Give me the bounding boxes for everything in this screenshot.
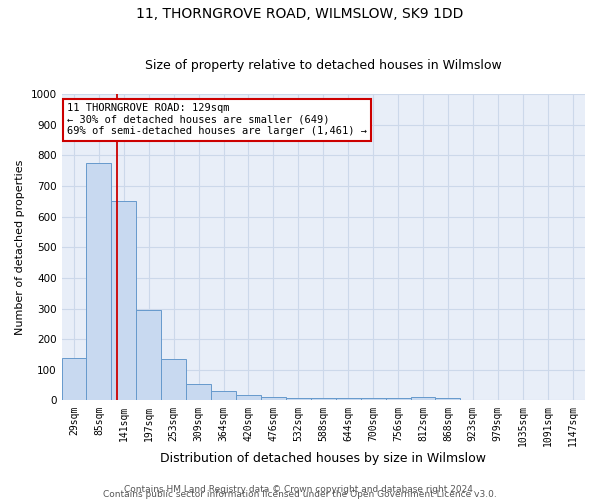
Title: Size of property relative to detached houses in Wilmslow: Size of property relative to detached ho… [145,59,502,72]
Bar [236,395,261,400]
Bar [86,163,112,400]
Bar [161,359,186,401]
X-axis label: Distribution of detached houses by size in Wilmslow: Distribution of detached houses by size … [160,452,486,465]
Text: Contains public sector information licensed under the Open Government Licence v3: Contains public sector information licen… [103,490,497,499]
Text: Contains HM Land Registry data © Crown copyright and database right 2024.: Contains HM Land Registry data © Crown c… [124,484,476,494]
Bar [386,398,410,400]
Text: 11, THORNGROVE ROAD, WILMSLOW, SK9 1DD: 11, THORNGROVE ROAD, WILMSLOW, SK9 1DD [136,8,464,22]
Bar [336,398,361,400]
Bar [211,392,236,400]
Bar [261,397,286,400]
Bar [62,358,86,401]
Bar [410,398,436,400]
Bar [311,398,336,400]
Bar [436,398,460,400]
Bar [186,384,211,400]
Bar [286,398,311,400]
Bar [361,398,386,400]
Bar [136,310,161,400]
Bar [112,202,136,400]
Y-axis label: Number of detached properties: Number of detached properties [15,160,25,335]
Text: 11 THORNGROVE ROAD: 129sqm
← 30% of detached houses are smaller (649)
69% of sem: 11 THORNGROVE ROAD: 129sqm ← 30% of deta… [67,103,367,136]
